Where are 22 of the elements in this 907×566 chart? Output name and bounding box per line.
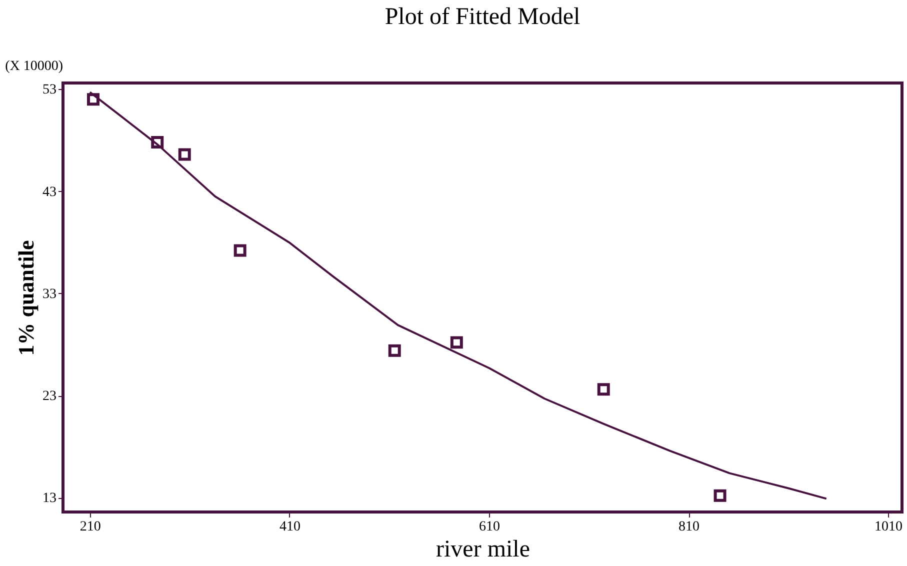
point — [234, 244, 246, 257]
x-tick-label: 1010 — [874, 520, 903, 534]
x-tick-label: 410 — [279, 520, 300, 534]
x-axis-title: river mile — [436, 536, 530, 562]
chart-title: Plot of Fitted Model — [384, 4, 580, 30]
point — [388, 344, 401, 357]
point — [151, 136, 164, 148]
y-axis-title: 1% quantile — [14, 240, 38, 356]
point — [597, 383, 610, 396]
point — [714, 489, 726, 502]
x-tick-label: 210 — [80, 520, 101, 534]
y-tick-label: 43 — [42, 184, 56, 200]
y-tick-label: 53 — [42, 82, 56, 98]
y-tick-label: 33 — [42, 286, 56, 302]
text: (X 10000) — [5, 59, 64, 74]
x-tick-label: 810 — [678, 520, 700, 534]
point — [86, 93, 100, 106]
point — [450, 336, 463, 349]
y-tick-label: 13 — [42, 491, 56, 506]
y-tick-label: 23 — [42, 389, 56, 404]
point — [178, 148, 191, 161]
x-tick-label: 610 — [478, 520, 500, 534]
